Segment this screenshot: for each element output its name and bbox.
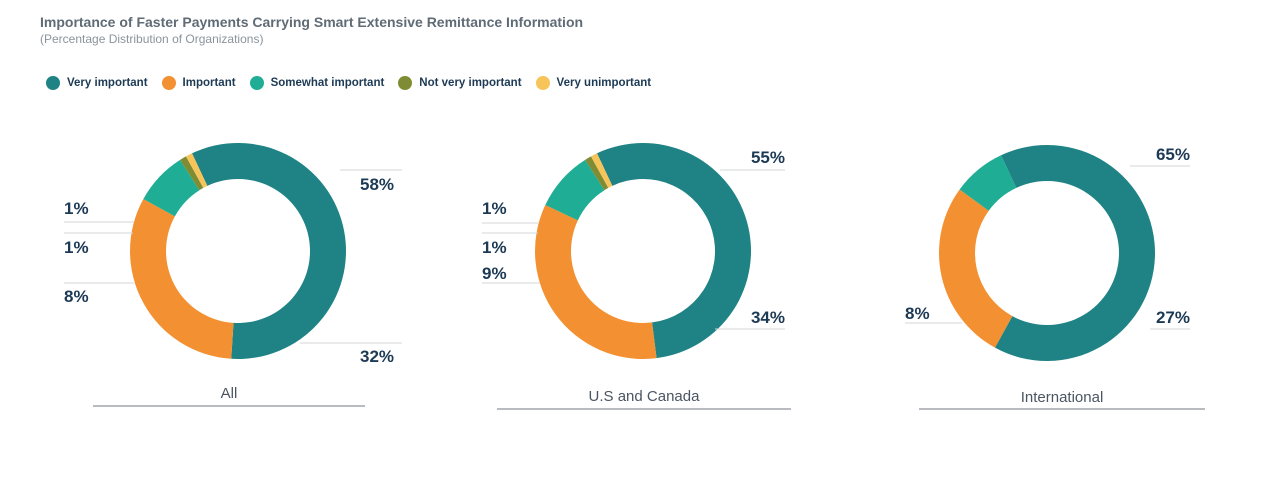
donut-slice-2-4 xyxy=(585,156,609,191)
donut-slice-1-5 xyxy=(185,153,208,188)
legend-label-important: Important xyxy=(182,77,236,89)
legend-swatch-somewhat-important xyxy=(249,76,264,90)
legend-label-not-very-important: Not very important xyxy=(419,77,522,89)
donut-slice-1-3 xyxy=(143,159,200,217)
legend-item-not-very-important: Not very important xyxy=(398,76,522,90)
value-label-2-4: 1% xyxy=(482,238,507,257)
donut-slice-1-1 xyxy=(191,143,346,360)
legend-label-somewhat-important: Somewhat important xyxy=(270,77,385,89)
legend-swatch-important xyxy=(161,76,176,90)
donut-chart-2: 55% 34% 9% 1% 1% U.S and Canada xyxy=(482,143,791,410)
value-label-1-4: 1% xyxy=(64,238,89,257)
chart-caption-2: U.S and Canada xyxy=(589,388,701,405)
donut-slice-2-3 xyxy=(545,159,605,221)
value-label-1-2: 32% xyxy=(360,347,394,366)
donut-slice-3-2 xyxy=(938,189,1013,348)
value-label-1-3: 8% xyxy=(64,287,89,306)
value-label-3-2: 27% xyxy=(1156,308,1190,327)
legend-item-very-important: Very important xyxy=(46,76,148,90)
value-label-1-5: 1% xyxy=(64,199,89,218)
value-label-3-1: 65% xyxy=(1156,145,1190,164)
chart-caption-3: International xyxy=(1021,389,1104,406)
legend-swatch-very-important xyxy=(46,76,60,90)
value-label-3-3: 8% xyxy=(905,304,930,323)
legend-swatch-not-very-important xyxy=(398,76,413,90)
value-label-2-1: 55% xyxy=(751,148,785,167)
legend-label-very-unimportant: Very unimportant xyxy=(556,77,652,89)
donut-chart-1: 58% 32% 8% 1% 1% All xyxy=(64,143,402,407)
legend-item-very-unimportant: Very unimportant xyxy=(535,76,652,90)
legend-item-somewhat-important: Somewhat important xyxy=(249,76,385,90)
donut-slice-3-3 xyxy=(959,155,1017,211)
value-label-1-1: 58% xyxy=(360,175,394,194)
chart-caption-1: All xyxy=(221,385,238,402)
donut-slice-2-1 xyxy=(596,143,751,359)
legend: Very important Important Somewhat import… xyxy=(46,76,665,90)
donut-chart-3: 65% 27% 8% International xyxy=(905,145,1205,410)
chart-subtitle: (Percentage Distribution of Organization… xyxy=(40,32,264,46)
value-label-2-5: 1% xyxy=(482,199,507,218)
value-label-2-3: 9% xyxy=(482,264,507,283)
donut-slice-3-1 xyxy=(994,145,1155,361)
donut-slice-2-2 xyxy=(535,205,657,359)
donut-slice-2-5 xyxy=(590,153,613,188)
legend-item-important: Important xyxy=(161,76,236,90)
donut-slice-1-4 xyxy=(180,156,204,191)
legend-label-very-important: Very important xyxy=(67,77,148,89)
legend-swatch-very-unimportant xyxy=(535,76,550,90)
donut-slice-1-2 xyxy=(130,198,234,359)
value-label-2-2: 34% xyxy=(751,308,785,327)
chart-title: Importance of Faster Payments Carrying S… xyxy=(40,14,584,30)
